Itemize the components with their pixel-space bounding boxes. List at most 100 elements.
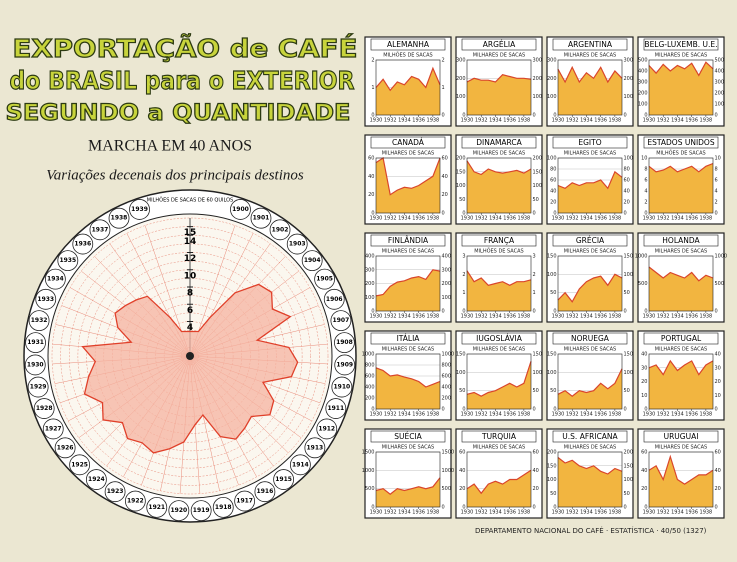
- y-tick-label: 100: [547, 94, 557, 100]
- y-tick-label: 0: [553, 505, 556, 511]
- plot-frame: [557, 451, 623, 508]
- y-tick-label: 10: [641, 156, 647, 162]
- y-tick-label: 0: [553, 113, 556, 119]
- x-tick-label: 1936: [503, 510, 516, 516]
- x-tick-label: 1932: [384, 118, 397, 124]
- line: [375, 157, 441, 196]
- y2-tick-label: 8: [715, 167, 718, 173]
- x-tick-label: 1938: [609, 118, 622, 124]
- line: [557, 273, 623, 303]
- y2-tick-label: 1500: [442, 450, 455, 456]
- x-tick-label: 1930: [370, 412, 383, 418]
- y-tick-label: 200: [456, 76, 466, 82]
- year-label: 1910: [334, 384, 351, 391]
- y-tick-label: 50: [459, 197, 465, 203]
- panel-title: URUGUAI: [664, 432, 699, 441]
- year-label: 1911: [327, 405, 344, 412]
- y-tick-label: 1000: [362, 468, 375, 474]
- y2-tick-label: 30: [715, 365, 721, 371]
- year-label: 1924: [88, 476, 105, 483]
- year-label: 1933: [37, 296, 54, 303]
- x-tick-label: 1938: [700, 412, 713, 418]
- y-tick-label: 40: [641, 352, 647, 358]
- y2-tick-label: 2: [533, 272, 536, 278]
- y-tick-label: 50: [459, 388, 465, 394]
- y-tick-label: 0: [371, 407, 374, 413]
- panel-title-box: [370, 430, 446, 443]
- y-tick-label: 0: [644, 407, 647, 413]
- panel-subtitle: MILHARES DE SACAS: [564, 151, 616, 157]
- year-label: 1907: [333, 317, 350, 324]
- y2-tick-label: 4: [715, 189, 718, 195]
- year-bead: [124, 490, 146, 512]
- y2-tick-label: 500: [715, 281, 725, 287]
- year-bead: [331, 376, 353, 398]
- y-tick-label: 60: [641, 450, 647, 456]
- y-tick-label: 200: [547, 450, 557, 456]
- x-tick-label: 1932: [566, 216, 579, 222]
- year-bead: [89, 219, 111, 241]
- y2-tick-label: 0: [624, 309, 627, 315]
- y2-tick-label: 100: [624, 156, 634, 162]
- x-tick-label: 1936: [503, 314, 516, 320]
- plot-frame: [466, 157, 532, 214]
- y2-tick-label: 40: [533, 468, 539, 474]
- area: [649, 163, 713, 213]
- year-label: 1926: [57, 444, 74, 451]
- year-bead: [28, 310, 50, 331]
- y2-tick-label: 50: [624, 388, 630, 394]
- x-tick-label: 1938: [518, 510, 531, 516]
- year-label: 1912: [318, 425, 335, 432]
- y2-tick-label: 150: [533, 352, 543, 358]
- x-tick-label: 1930: [552, 314, 565, 320]
- line: [375, 477, 441, 495]
- x-tick-label: 1930: [643, 314, 656, 320]
- x-tick-label: 1932: [475, 216, 488, 222]
- y-tick-label: 200: [365, 396, 375, 402]
- y-tick-label: 300: [365, 267, 375, 273]
- y-tick-label: 0: [462, 211, 465, 217]
- x-tick-label: 1938: [518, 216, 531, 222]
- line: [466, 361, 532, 397]
- plot-frame: [648, 353, 714, 410]
- year-bead: [286, 233, 308, 255]
- x-tick-label: 1930: [370, 510, 383, 516]
- x-tick-label: 1930: [643, 412, 656, 418]
- y-tick-label: 20: [550, 200, 556, 206]
- panel-subtitle: MILHARES DE SACAS: [655, 445, 707, 451]
- y2-tick-label: 50: [624, 290, 630, 296]
- x-tick-label: 1930: [461, 412, 474, 418]
- x-tick-label: 1932: [475, 118, 488, 124]
- y-tick-label: 1: [371, 85, 374, 91]
- plot-frame: [466, 59, 532, 116]
- x-tick-label: 1934: [580, 118, 593, 124]
- x-tick-label: 1930: [552, 216, 565, 222]
- y2-tick-label: 200: [715, 91, 725, 97]
- year-bead: [33, 398, 55, 419]
- line: [557, 457, 623, 475]
- panel-title: IUGOSLÁVIA: [476, 334, 523, 343]
- y2-tick-label: 0: [715, 309, 718, 315]
- y2-tick-label: 0: [624, 407, 627, 413]
- polar-line: [81, 283, 299, 454]
- y2-tick-label: 40: [715, 352, 721, 358]
- y-tick-label: 0: [553, 211, 556, 217]
- y-tick-label: 4: [644, 189, 647, 195]
- y-tick-label: 500: [638, 58, 648, 64]
- y2-tick-label: 100: [442, 295, 452, 301]
- panel-title: ARGÉLIA: [483, 40, 516, 49]
- y2-tick-label: 0: [715, 113, 718, 119]
- x-tick-label: 1934: [671, 216, 684, 222]
- y-tick-label: 30: [641, 365, 647, 371]
- year-label: 1930: [27, 361, 44, 368]
- year-label: 1906: [326, 296, 343, 303]
- x-tick-label: 1930: [643, 510, 656, 516]
- year-bead: [323, 288, 345, 310]
- line: [557, 65, 623, 84]
- y2-tick-label: 0: [715, 407, 718, 413]
- x-tick-label: 1934: [580, 510, 593, 516]
- plot-frame: [648, 157, 714, 214]
- y2-tick-label: 0: [624, 211, 627, 217]
- x-tick-label: 1936: [685, 412, 698, 418]
